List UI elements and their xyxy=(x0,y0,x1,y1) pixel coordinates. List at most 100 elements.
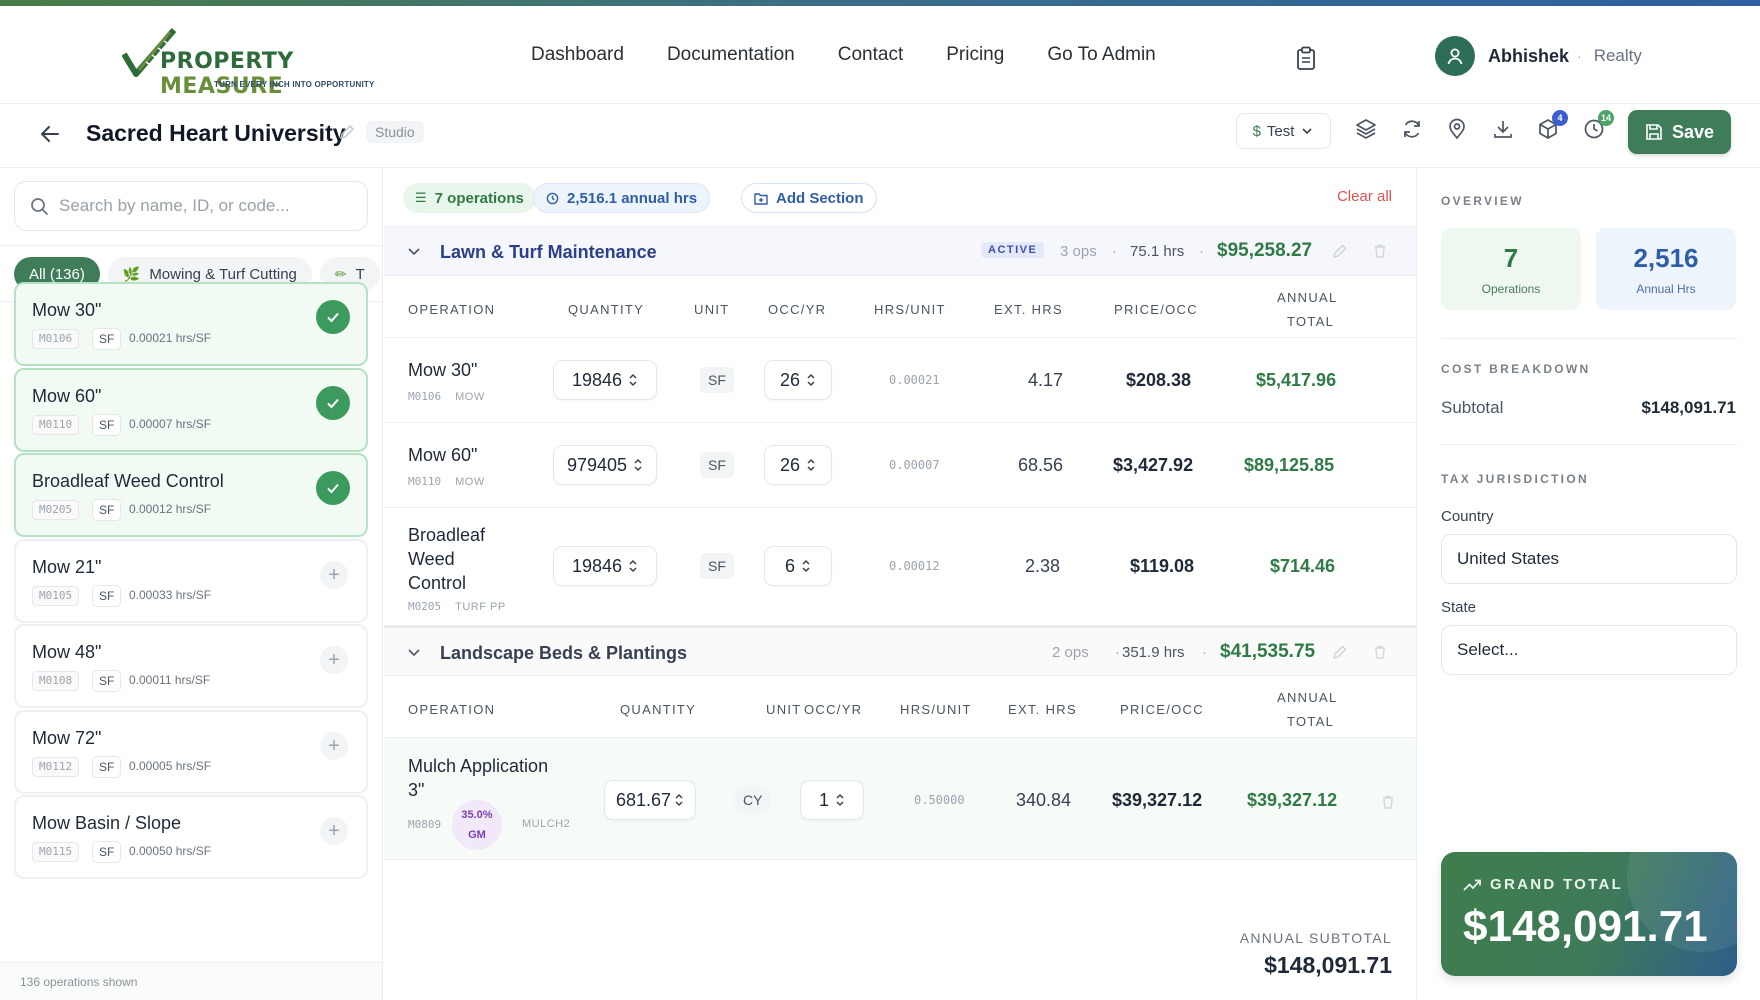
operation-rate: 0.00012 hrs/SF xyxy=(129,502,212,516)
operation-unit: SF xyxy=(92,670,122,692)
stepper-arrows-icon[interactable] xyxy=(806,372,816,388)
operation-unit: SF xyxy=(92,499,122,521)
table-row[interactable]: Broadleaf Weed Control M0205 TURF PP 1984… xyxy=(384,508,1416,626)
operation-card[interactable]: Mow 30" M0106 SF 0.00021 hrs/SF xyxy=(14,282,368,366)
state-select[interactable]: Select... xyxy=(1441,625,1737,675)
check-icon[interactable] xyxy=(316,386,350,420)
add-plus-icon[interactable]: + xyxy=(320,732,348,760)
quantity-value: 681.67 xyxy=(615,789,672,810)
operation-card[interactable]: Mow 21" M0105 SF 0.00033 hrs/SF + xyxy=(14,539,368,623)
map-pin-icon[interactable] xyxy=(1445,117,1469,141)
search-box[interactable] xyxy=(14,181,368,231)
quantity-stepper[interactable]: 19846 xyxy=(553,360,657,400)
unit-badge: SF xyxy=(700,367,734,393)
quantity-stepper[interactable]: 19846 xyxy=(553,546,657,586)
nav-links: Dashboard Documentation Contact Pricing … xyxy=(531,44,1199,66)
annual-hours-value: 2,516 xyxy=(1633,243,1699,273)
unit-badge: SF xyxy=(700,452,734,478)
stepper-arrows-icon[interactable] xyxy=(801,558,811,574)
edit-section-pencil-icon[interactable] xyxy=(1332,243,1348,259)
search-input[interactable] xyxy=(59,196,349,216)
operation-card[interactable]: Mow 48" M0108 SF 0.00011 hrs/SF + xyxy=(14,624,368,708)
stepper-arrows-icon[interactable] xyxy=(633,457,643,473)
back-arrow-icon[interactable] xyxy=(38,122,62,146)
table-row[interactable]: Mow 30" M0106 MOW 19846 SF 26 0.00021 4.1… xyxy=(384,338,1416,423)
clipboard-icon[interactable] xyxy=(1296,46,1316,70)
state-placeholder: Select... xyxy=(1457,640,1519,659)
edit-section-pencil-icon[interactable] xyxy=(1332,644,1348,660)
edit-title-pencil-icon[interactable] xyxy=(338,123,356,141)
operation-card[interactable]: Mow Basin / Slope M0115 SF 0.00050 hrs/SF + xyxy=(14,795,368,879)
table-row[interactable]: Mow 60" M0110 MOW 979405 SF 26 0.00007 68… xyxy=(384,423,1416,508)
add-section-button[interactable]: Add Section xyxy=(741,183,877,213)
separator-dot: · xyxy=(1112,243,1117,260)
table-row[interactable]: Mulch Application 3" M0809 35.0% GM MULCH… xyxy=(384,738,1416,860)
chevron-down-icon[interactable] xyxy=(406,644,422,660)
pricing-profile-select[interactable]: $ Test xyxy=(1236,113,1331,149)
add-plus-icon[interactable]: + xyxy=(320,561,348,589)
refresh-icon[interactable] xyxy=(1400,117,1424,141)
nav-go-to-admin[interactable]: Go To Admin xyxy=(1047,44,1156,65)
add-plus-icon[interactable]: + xyxy=(320,646,348,674)
occurrence-stepper[interactable]: 1 xyxy=(800,780,864,820)
operation-card[interactable]: Broadleaf Weed Control M0205 SF 0.00012 hrs… xyxy=(14,453,368,537)
extended-hours: 4.17 xyxy=(1028,370,1064,390)
logo[interactable]: PROPERTY MEASURE TURN EVERY INCH INTO OP… xyxy=(122,24,422,99)
user-menu[interactable]: Abhishek · Realty xyxy=(1435,36,1642,76)
state-label: State xyxy=(1441,599,1477,616)
estimate-summary-toolbar: ☰ 7 operations 2,516.1 annual hrs Add Se… xyxy=(384,168,1416,226)
nav-contact[interactable]: Contact xyxy=(837,44,904,65)
layers-icon[interactable] xyxy=(1354,117,1378,141)
delete-row-trash-icon[interactable] xyxy=(1380,794,1396,810)
packages-button[interactable]: 4 xyxy=(1536,110,1568,141)
col-occ: OCC/YR xyxy=(804,702,863,717)
chip-all-label: All xyxy=(29,265,46,283)
chevron-down-icon[interactable] xyxy=(406,243,422,259)
section-ops-count: 2 ops xyxy=(1052,644,1089,661)
stepper-arrows-icon[interactable] xyxy=(628,558,638,574)
section-header-landscape-beds[interactable]: Landscape Beds & Plantings 2 ops · 351.9… xyxy=(384,626,1416,676)
occurrence-stepper[interactable]: 6 xyxy=(764,546,832,586)
stepper-arrows-icon[interactable] xyxy=(628,372,638,388)
operation-name: Mow 48" xyxy=(32,642,102,662)
stepper-arrows-icon[interactable] xyxy=(674,792,684,808)
nav-dashboard[interactable]: Dashboard xyxy=(531,44,624,65)
row-operation-code: M0809 xyxy=(408,818,442,831)
check-icon[interactable] xyxy=(316,300,350,334)
dollar-icon: $ xyxy=(1252,122,1261,140)
add-plus-icon[interactable]: + xyxy=(320,817,348,845)
section-header-lawn-turf[interactable]: Lawn & Turf Maintenance ACTIVE 3 ops · 7… xyxy=(384,226,1416,276)
operation-unit: SF xyxy=(92,328,122,350)
delete-section-trash-icon[interactable] xyxy=(1372,644,1388,660)
quantity-stepper[interactable]: 681.67 xyxy=(604,780,696,820)
occurrence-stepper[interactable]: 26 xyxy=(764,445,832,485)
col-annual-total: TOTAL xyxy=(1287,714,1335,729)
operations-stat-card: 7 Operations xyxy=(1441,228,1581,310)
clear-all-link[interactable]: Clear all xyxy=(1336,188,1392,205)
occurrence-value: 6 xyxy=(784,555,795,576)
stepper-arrows-icon[interactable] xyxy=(835,792,845,808)
history-button[interactable]: 14 xyxy=(1582,110,1614,141)
operation-rate: 0.00005 hrs/SF xyxy=(129,759,212,773)
quantity-stepper[interactable]: 979405 xyxy=(553,445,657,485)
section-total: $41,535.75 xyxy=(1220,641,1316,662)
occurrence-stepper[interactable]: 26 xyxy=(764,360,832,400)
country-select[interactable]: United States xyxy=(1441,534,1737,584)
download-icon[interactable] xyxy=(1491,117,1515,141)
col-price-occ: PRICE/OCC xyxy=(1114,302,1198,317)
price-per-occurrence: $208.38 xyxy=(1126,370,1192,390)
check-icon[interactable] xyxy=(316,471,350,505)
chip-all-count: (136) xyxy=(49,265,85,283)
nav-documentation[interactable]: Documentation xyxy=(666,44,795,65)
operation-card[interactable]: Mow 60" M0110 SF 0.00007 hrs/SF xyxy=(14,368,368,452)
price-per-occurrence: $39,327.12 xyxy=(1112,790,1203,810)
delete-section-trash-icon[interactable] xyxy=(1372,243,1388,259)
list-icon: ☰ xyxy=(415,190,427,205)
annual-subtotal-label: ANNUAL SUBTOTAL xyxy=(1239,930,1392,946)
quantity-value: 19846 xyxy=(571,369,623,390)
save-button[interactable]: Save xyxy=(1628,110,1731,154)
save-icon xyxy=(1646,124,1662,140)
stepper-arrows-icon[interactable] xyxy=(806,457,816,473)
nav-pricing[interactable]: Pricing xyxy=(946,44,1005,65)
operation-card[interactable]: Mow 72" M0112 SF 0.00005 hrs/SF + xyxy=(14,710,368,794)
